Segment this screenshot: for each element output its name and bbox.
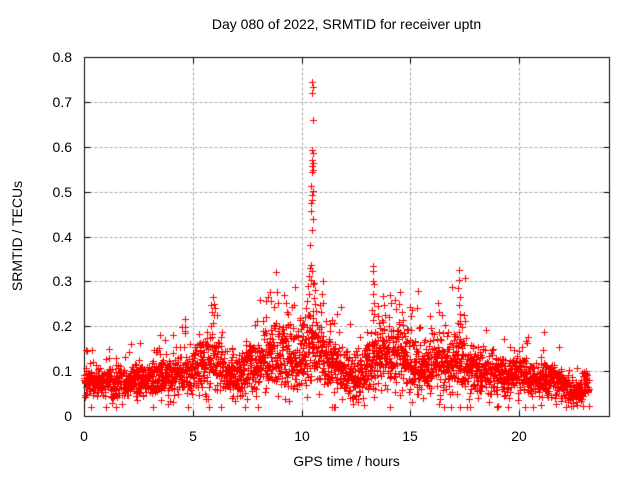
y-tick-label: 0.3 [52,273,72,289]
y-tick-label: 0.7 [52,94,72,110]
y-tick-label: 0 [64,408,72,424]
x-tick-label: 20 [511,428,527,444]
chart-title: Day 080 of 2022, SRMTID for receiver upt… [211,16,482,32]
y-tick-label: 0.1 [52,363,72,379]
y-tick-label: 0.2 [52,318,72,334]
x-tick-label: 10 [294,428,310,444]
y-tick-label: 0.4 [52,229,72,245]
x-tick-label: 5 [189,428,197,444]
y-tick-label: 0.6 [52,139,72,155]
y-tick-label: 0.8 [52,49,72,65]
x-axis-label: GPS time / hours [293,453,400,469]
x-tick-label: 15 [402,428,418,444]
y-tick-label: 0.5 [52,184,72,200]
x-tick-label: 0 [80,428,88,444]
